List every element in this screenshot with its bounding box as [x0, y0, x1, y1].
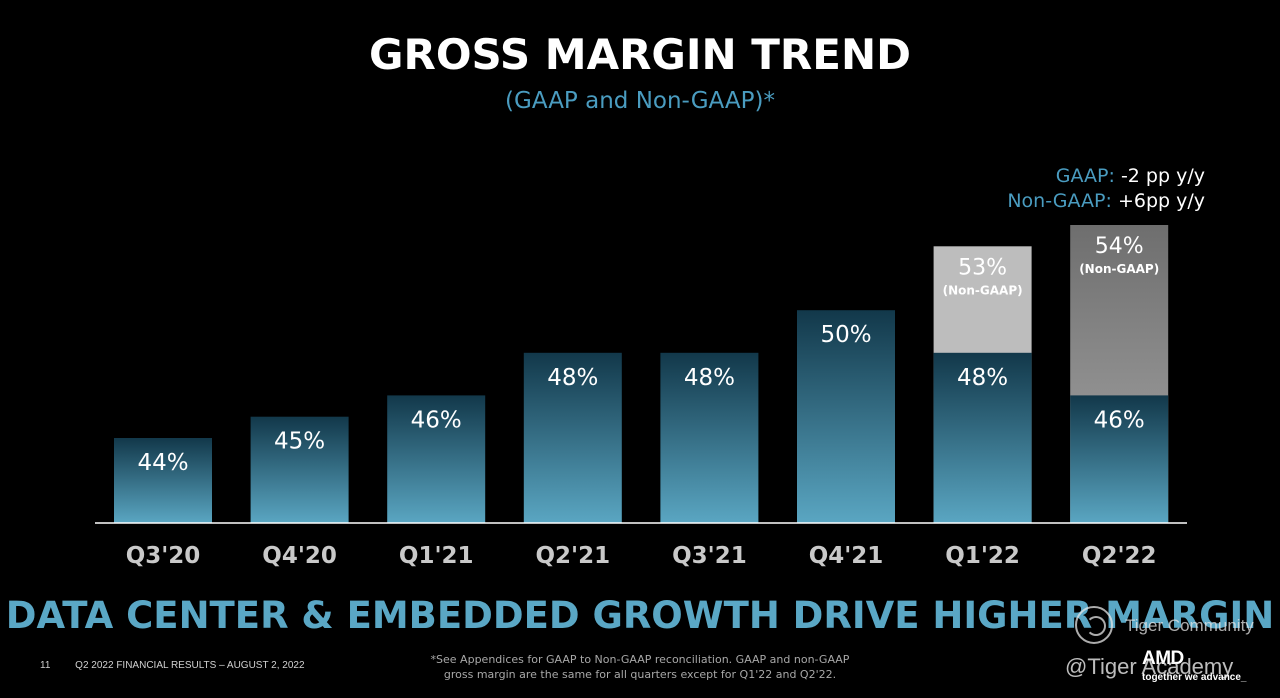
bar-gaap: [114, 438, 212, 523]
bar-gaap: [387, 395, 486, 523]
category-label: Q4'21: [809, 543, 884, 569]
gaap-value-label: 45%: [274, 429, 325, 455]
watermark-academy: @Tiger Academy: [1065, 654, 1234, 679]
gaap-value-label: 50%: [820, 322, 871, 348]
deck-title: Q2 2022 FINANCIAL RESULTS – AUGUST 2, 20…: [75, 660, 305, 671]
bar-gaap: [660, 352, 759, 523]
category-label: Q2'21: [535, 543, 610, 569]
page-number: 11: [40, 660, 51, 671]
category-label: Q1'21: [399, 543, 474, 569]
gaap-value-label: 48%: [547, 365, 598, 391]
gaap-value-label: 48%: [957, 365, 1008, 391]
nongaap-yoy-key: Non-GAAP:: [1007, 190, 1112, 212]
bar-gaap: [797, 310, 895, 523]
page-title: GROSS MARGIN TREND: [369, 30, 911, 79]
tiger-logo-icon: [1075, 606, 1113, 644]
nongaap-tag-label: (Non-GAAP): [943, 283, 1023, 297]
category-label: Q3'21: [672, 543, 747, 569]
nongaap-yoy-note: Non-GAAP: +6pp y/y: [1007, 190, 1205, 212]
bar-gaap: [250, 416, 349, 523]
category-label: Q1'22: [945, 543, 1020, 569]
footnote-line-2: gross margin are the same for all quarte…: [443, 668, 837, 681]
gaap-yoy-key: GAAP:: [1055, 165, 1115, 187]
headline: DATA CENTER & EMBEDDED GROWTH DRIVE HIGH…: [5, 594, 1275, 637]
gaap-value-label: 46%: [1094, 407, 1145, 433]
page-subtitle: (GAAP and Non-GAAP)*: [505, 88, 775, 114]
gaap-value-label: 48%: [684, 365, 735, 391]
amd-logo: AMD: [1142, 648, 1184, 669]
footer-left: 11 Q2 2022 FINANCIAL RESULTS – AUGUST 2,…: [40, 660, 305, 671]
gaap-yoy-note: GAAP: -2 pp y/y: [1056, 165, 1205, 187]
bar-gaap: [523, 352, 622, 523]
bar-gaap: [933, 352, 1032, 523]
footnote: *See Appendices for GAAP to Non-GAAP rec…: [390, 652, 890, 682]
category-label: Q2'22: [1082, 543, 1157, 569]
gaap-value-label: 46%: [411, 407, 462, 433]
nongaap-value-label: 53%: [958, 255, 1007, 280]
gaap-yoy-value: -2 pp y/y: [1120, 165, 1205, 187]
amd-tagline: together we advance_: [1142, 672, 1247, 683]
category-label: Q4'20: [262, 543, 337, 569]
watermark-community: Tiger Community: [1125, 616, 1254, 635]
nongaap-yoy-value: +6pp y/y: [1117, 190, 1205, 212]
footnote-line-1: *See Appendices for GAAP to Non-GAAP rec…: [430, 653, 850, 666]
bar-gaap: [1070, 395, 1169, 523]
category-label: Q3'20: [126, 543, 201, 569]
nongaap-value-label: 54%: [1095, 234, 1144, 259]
gaap-value-label: 44%: [137, 450, 188, 476]
nongaap-tag-label: (Non-GAAP): [1079, 262, 1159, 276]
